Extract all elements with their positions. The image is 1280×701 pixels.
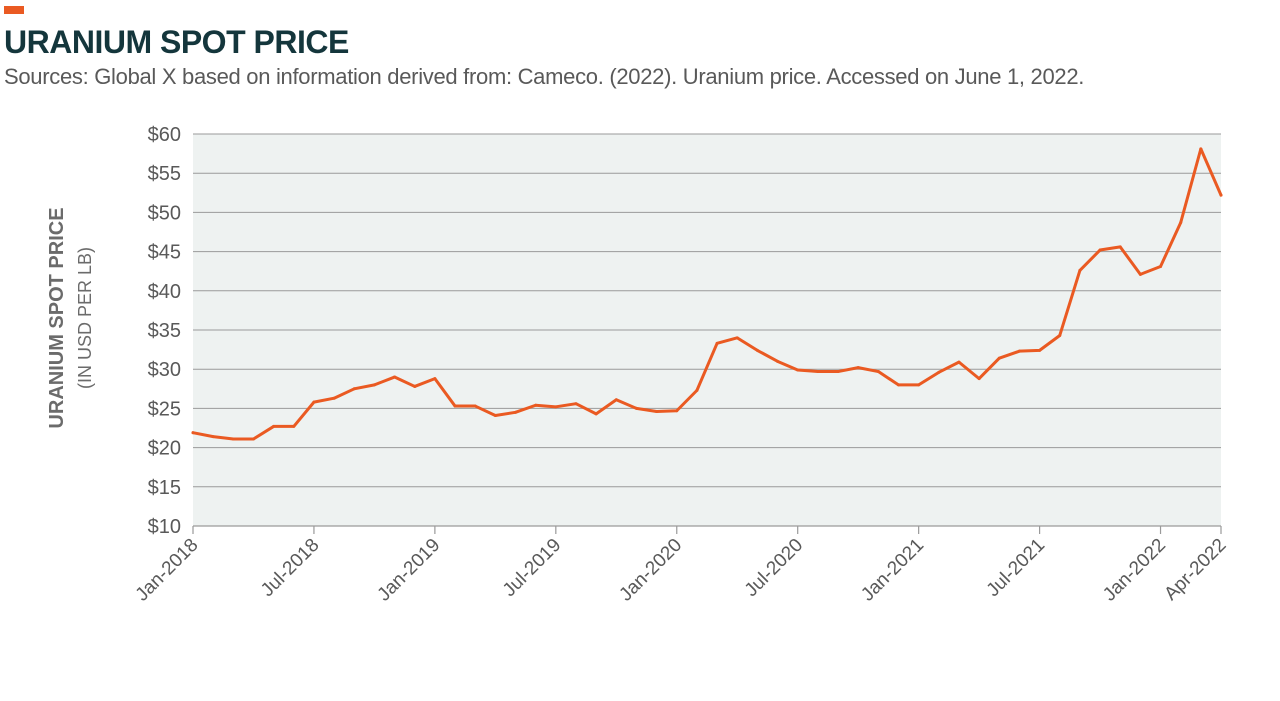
data-point bbox=[997, 356, 1001, 360]
x-tick-label: Jul-2021 bbox=[983, 535, 1049, 601]
data-point bbox=[917, 383, 921, 387]
x-tick-label: Jan-2022 bbox=[1099, 535, 1170, 606]
data-point bbox=[554, 405, 558, 409]
data-point bbox=[413, 384, 417, 388]
x-tick-label: Apr-2022 bbox=[1160, 535, 1230, 605]
y-tick-label: $50 bbox=[148, 202, 181, 224]
data-point bbox=[534, 403, 538, 407]
data-point bbox=[1138, 272, 1142, 276]
data-point bbox=[856, 366, 860, 370]
series-line bbox=[191, 147, 1223, 441]
data-point bbox=[211, 435, 215, 439]
data-point bbox=[514, 410, 518, 414]
data-point bbox=[1199, 147, 1203, 151]
data-point bbox=[816, 370, 820, 374]
x-tick-label: Jan-2021 bbox=[857, 535, 928, 606]
data-point bbox=[1219, 193, 1223, 197]
data-point bbox=[957, 360, 961, 364]
data-point bbox=[776, 359, 780, 363]
data-point bbox=[1179, 221, 1183, 225]
x-tick-label: Jul-2019 bbox=[499, 535, 565, 601]
data-point bbox=[1118, 245, 1122, 249]
data-point bbox=[453, 404, 457, 408]
data-point bbox=[493, 413, 497, 417]
data-point bbox=[372, 383, 376, 387]
data-point bbox=[755, 348, 759, 352]
data-point bbox=[675, 409, 679, 413]
data-point bbox=[896, 383, 900, 387]
data-point bbox=[836, 370, 840, 374]
x-tick-label: Jan-2018 bbox=[132, 535, 203, 606]
y-tick-label: $15 bbox=[148, 477, 181, 499]
x-tick-label: Jul-2018 bbox=[257, 535, 323, 601]
data-point bbox=[352, 387, 356, 391]
data-point bbox=[292, 424, 296, 428]
data-point bbox=[1098, 248, 1102, 252]
data-point bbox=[251, 437, 255, 441]
data-point bbox=[1038, 348, 1042, 352]
y-tick-label: $45 bbox=[148, 242, 181, 264]
y-tick-label: $25 bbox=[148, 398, 181, 420]
y-tick-label: $40 bbox=[148, 281, 181, 303]
y-tick-label: $60 bbox=[148, 124, 181, 146]
data-point bbox=[433, 377, 437, 381]
data-point bbox=[1058, 333, 1062, 337]
y-tick-label: $30 bbox=[148, 359, 181, 381]
data-point bbox=[473, 404, 477, 408]
data-point bbox=[614, 398, 618, 402]
data-point bbox=[715, 341, 719, 345]
data-point bbox=[634, 406, 638, 410]
data-point bbox=[876, 370, 880, 374]
data-point bbox=[393, 375, 397, 379]
data-point bbox=[1078, 268, 1082, 272]
data-point bbox=[977, 377, 981, 381]
y-axis-label: URANIUM SPOT PRICE (IN USD PER LB) bbox=[46, 207, 95, 428]
data-point bbox=[272, 424, 276, 428]
y-tick-label: $55 bbox=[148, 163, 181, 185]
x-axis-tick-labels: Jan-2018 Jul-2018 Jan-2019 Jul-2019 Jan-2020… bbox=[132, 535, 1231, 606]
chart-source-note: Sources: Global X based on information d… bbox=[4, 64, 1085, 89]
x-axis bbox=[192, 525, 1222, 534]
y-tick-label: $10 bbox=[148, 516, 181, 538]
data-point bbox=[191, 431, 195, 435]
data-point bbox=[574, 402, 578, 406]
x-tick-label: Jul-2020 bbox=[741, 535, 807, 601]
data-point bbox=[1017, 349, 1021, 353]
y-tick-label: $35 bbox=[148, 320, 181, 342]
chart-title: URANIUM SPOT PRICE bbox=[4, 24, 349, 60]
y-axis-tick-labels: $10 $15 $20 $25 $30 $35 $40 $45 $50 $55 $60 bbox=[148, 124, 181, 538]
data-point bbox=[796, 368, 800, 372]
accent-bar bbox=[4, 6, 24, 14]
y-axis-subtitle: (IN USD PER LB) bbox=[75, 247, 95, 389]
y-axis-title: URANIUM SPOT PRICE bbox=[46, 207, 68, 428]
data-point bbox=[735, 336, 739, 340]
data-point bbox=[312, 400, 316, 404]
data-point bbox=[655, 410, 659, 414]
y-tick-label: $20 bbox=[148, 438, 181, 460]
data-point bbox=[594, 412, 598, 416]
data-point bbox=[1159, 264, 1163, 268]
x-tick-label: Jan-2019 bbox=[374, 535, 445, 606]
data-point bbox=[937, 370, 941, 374]
series-uranium-spot-price bbox=[191, 147, 1223, 441]
data-point bbox=[332, 396, 336, 400]
data-point bbox=[231, 437, 235, 441]
data-point bbox=[695, 388, 699, 392]
x-tick-label: Jan-2020 bbox=[615, 535, 686, 606]
